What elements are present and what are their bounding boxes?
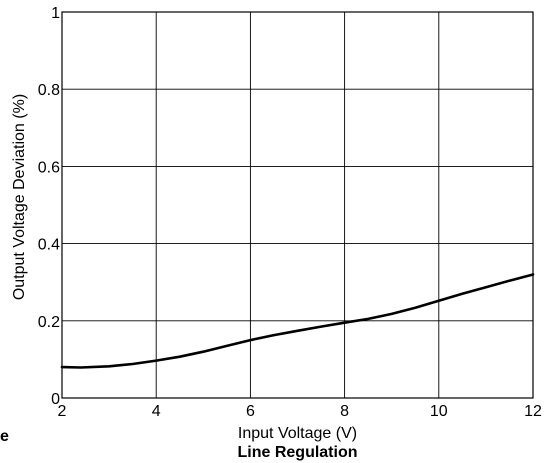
- series-layer: [60, 273, 535, 369]
- plot-frame: [61, 11, 534, 399]
- x-tick-label: 2: [58, 403, 67, 420]
- y-tick-label: 0.8: [38, 82, 60, 99]
- grid: [62, 12, 533, 398]
- x-tick-label: 12: [524, 403, 542, 420]
- y-axis-label: Output Voltage Deviation (%): [11, 94, 28, 300]
- tick-labels: 2 4 6 8 10 12 0 0.2 0.4 0.6 0.8 1: [38, 5, 542, 420]
- y-tick-label: 0: [51, 391, 60, 408]
- y-tick-label: 1: [51, 5, 60, 22]
- y-tick-label: 0.4: [38, 237, 60, 254]
- y-tick-label: 0.2: [38, 314, 60, 331]
- x-axis-label: Input Voltage (V): [238, 425, 357, 442]
- chart-title: Line Regulation: [238, 444, 358, 461]
- y-tick-label: 0.6: [38, 159, 60, 176]
- cropped-caption-fragment: e: [0, 428, 9, 445]
- x-tick-label: 10: [430, 403, 448, 420]
- x-tick-label: 8: [340, 403, 349, 420]
- x-tick-label: 6: [246, 403, 255, 420]
- series-line-0: [60, 273, 535, 369]
- x-tick-label: 4: [152, 403, 161, 420]
